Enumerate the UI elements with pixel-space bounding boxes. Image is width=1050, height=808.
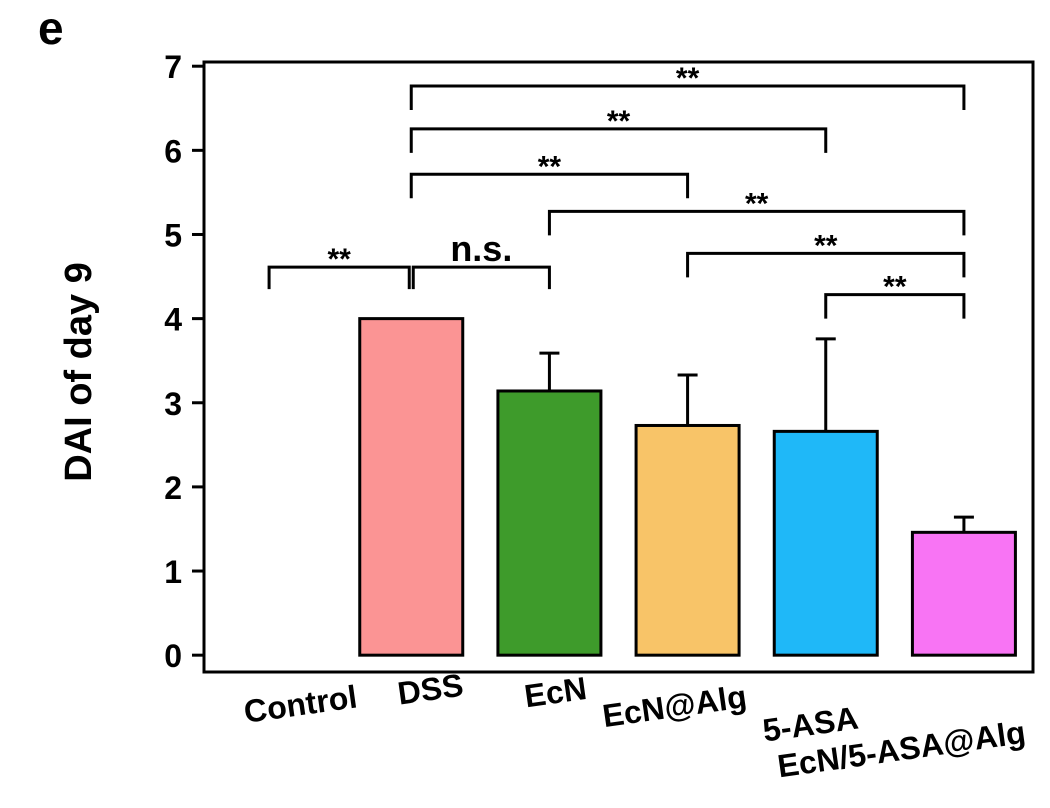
plot-frame [202,60,1035,674]
significance-annotations: ** n.s. ** ** ** ** ** ** [267,62,966,319]
significance-label: ** [538,150,562,183]
panel-label: e [38,2,64,54]
bar-series [358,317,1017,657]
bracket-line [409,84,966,110]
y-axis-ticks: 0 1 2 3 4 5 6 7 [164,49,204,674]
bracket-line [824,293,966,319]
significance-label: ** [327,243,351,276]
bar-1 [358,317,465,657]
significance-label: ** [814,229,838,262]
y-tick-label: 3 [164,386,182,422]
y-tick-label: 0 [164,638,182,674]
significance-label: ** [745,187,769,220]
significance-bracket-5: ** [547,187,966,236]
significance-bracket-0: ** [267,243,411,290]
significance-label: ** [676,62,700,95]
y-tick-label: 2 [164,470,182,506]
bar-2 [496,389,603,657]
y-tick-label: 6 [164,133,182,169]
x-tick-label-1: DSS [395,667,465,712]
significance-label: n.s. [450,228,512,269]
significance-bracket-6: ** [686,229,966,278]
bracket-line [409,172,690,199]
x-tick-label-0: Control [242,678,360,729]
significance-bracket-7: ** [824,271,966,319]
significance-bracket-2: ** [409,150,690,199]
bracket-line [409,127,828,153]
x-tick-label-2: EcN [522,670,589,714]
bar-5 [910,530,1017,657]
bracket-line [411,265,551,290]
y-tick-label: 4 [164,302,182,338]
y-tick-label: 1 [164,554,182,590]
x-tick-label-3: EcN@Alg [600,678,749,734]
y-tick-label: 5 [164,217,182,253]
significance-bracket-4: ** [409,62,966,110]
y-axis-label: DAI of day 9 [58,262,100,482]
significance-bracket-1: n.s. [411,228,551,290]
error-bars [539,337,974,533]
y-tick-label: 7 [164,49,182,85]
bar-4 [772,429,879,657]
bracket-line [547,209,966,236]
bracket-line [267,265,411,290]
bar-3 [634,423,741,657]
significance-label: ** [607,105,631,138]
bracket-line [686,251,966,278]
significance-bracket-3: ** [409,105,828,153]
significance-label: ** [883,271,907,304]
